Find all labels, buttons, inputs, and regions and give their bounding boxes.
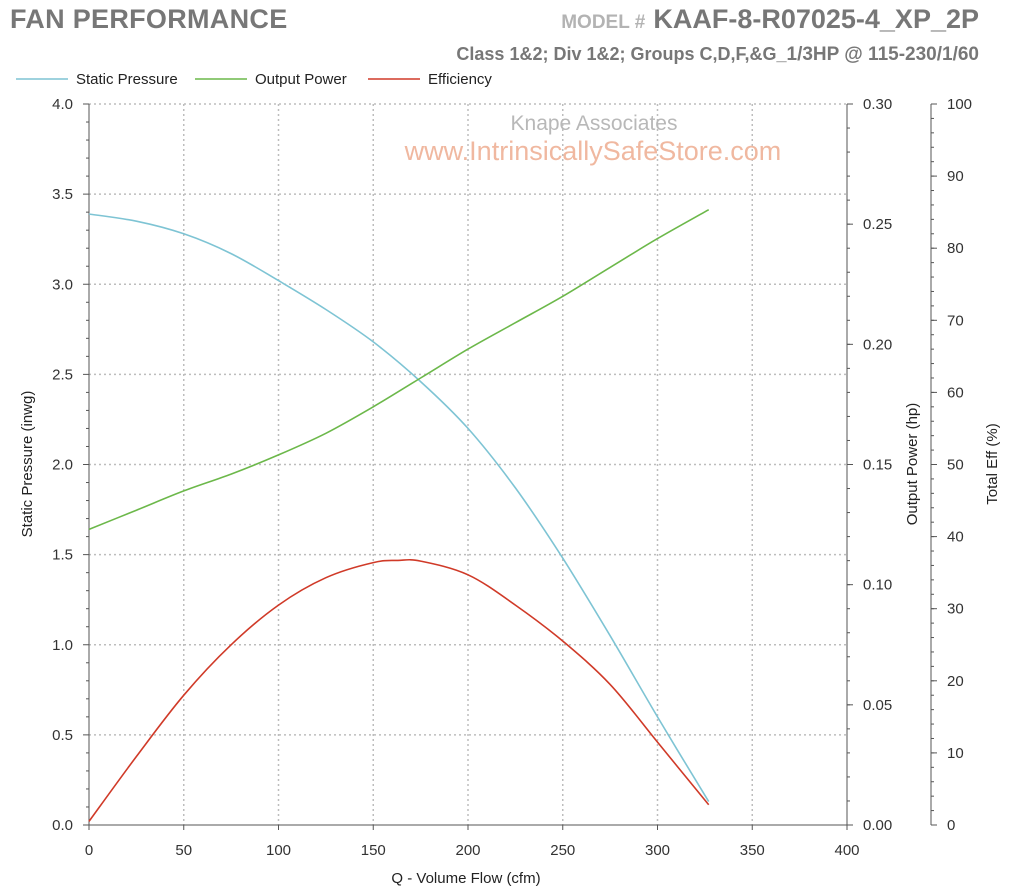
- output-power-tick-label: 0.15: [863, 457, 892, 474]
- legend-label: Static Pressure: [76, 71, 178, 88]
- efficiency-tick-label: 40: [947, 529, 964, 546]
- output-power-tick-label: 0.25: [863, 216, 892, 233]
- left-axis-label: Static Pressure (inwg): [19, 391, 36, 538]
- page-title: FAN PERFORMANCE: [10, 4, 288, 34]
- efficiency-line: [88, 558, 710, 822]
- left-tick-label: 1.0: [52, 637, 73, 654]
- efficiency-tick-label: 70: [947, 312, 964, 329]
- x-tick-label: 100: [266, 842, 291, 859]
- efficiency-tick-label: 50: [947, 457, 964, 474]
- model-label: MODEL #: [561, 12, 646, 33]
- watermark-url: www.IntrinsicallySafeStore.com: [404, 136, 782, 166]
- x-tick-label: 200: [455, 842, 480, 859]
- static-pressure-line: [88, 213, 710, 803]
- subtitle-prefix: Class 1&2; Div 1&2; Groups C,D,F,&G_: [456, 44, 787, 64]
- legend: Static Pressure Output Power Efficiency: [16, 71, 492, 88]
- left-tick-label: 0.5: [52, 727, 73, 744]
- watermark-company: Knape Associates: [511, 112, 678, 135]
- legend-label: Output Power: [255, 71, 347, 88]
- left-tick-label: 0.0: [52, 817, 73, 834]
- left-tick-label: 1.5: [52, 547, 73, 564]
- efficiency-tick-label: 20: [947, 673, 964, 690]
- left-tick-label: 3.5: [52, 186, 73, 203]
- left-tick-label: 3.0: [52, 276, 73, 293]
- x-tick-label: 400: [834, 842, 859, 859]
- efficiency-axis-label: Total Eff (%): [984, 423, 1001, 504]
- series-lines: [88, 209, 710, 822]
- output-power-tick-label: 0.30: [863, 96, 892, 113]
- x-tick-label: 150: [361, 842, 386, 859]
- output-power-axis-label: Output Power (hp): [904, 403, 921, 526]
- subtitle: Class 1&2; Div 1&2; Groups C,D,F,&G_1/3H…: [456, 44, 979, 66]
- output-power-line: [88, 209, 710, 531]
- output-power-tick-label: 0.10: [863, 577, 892, 594]
- efficiency-tick-label: 30: [947, 601, 964, 618]
- model-number: MODEL # KAAF-8-R07025-4_XP_2P: [561, 4, 979, 35]
- model-value: KAAF-8-R07025-4_XP_2P: [653, 4, 979, 34]
- x-axis-label: Q - Volume Flow (cfm): [391, 870, 540, 887]
- x-tick-label: 250: [550, 842, 575, 859]
- efficiency-tick-label: 60: [947, 384, 964, 401]
- legend-label: Efficiency: [428, 71, 492, 88]
- efficiency-tick-label: 80: [947, 240, 964, 257]
- efficiency-tick-label: 0: [947, 817, 955, 834]
- output-power-tick-label: 0.05: [863, 697, 892, 714]
- output-power-tick-label: 0.00: [863, 817, 892, 834]
- tick-labels: 0 50 100 150 200 250 300 350 4000.00.51.01.52.02…: [52, 96, 972, 859]
- efficiency-tick-label: 100: [947, 96, 972, 113]
- subtitle-hp: 1/3HP @ 115-230/1/60: [786, 44, 980, 65]
- grid-lines: [89, 103, 847, 825]
- left-tick-label: 2.5: [52, 366, 73, 383]
- x-tick-label: 300: [645, 842, 670, 859]
- x-tick-label: 50: [175, 842, 192, 859]
- efficiency-tick-label: 90: [947, 168, 964, 185]
- left-tick-label: 4.0: [52, 96, 73, 113]
- left-tick-label: 2.0: [52, 457, 73, 474]
- output-power-tick-label: 0.20: [863, 336, 892, 353]
- efficiency-tick-label: 10: [947, 745, 964, 762]
- x-tick-label: 350: [740, 842, 765, 859]
- axes: [83, 103, 937, 830]
- x-tick-label: 0: [85, 842, 93, 859]
